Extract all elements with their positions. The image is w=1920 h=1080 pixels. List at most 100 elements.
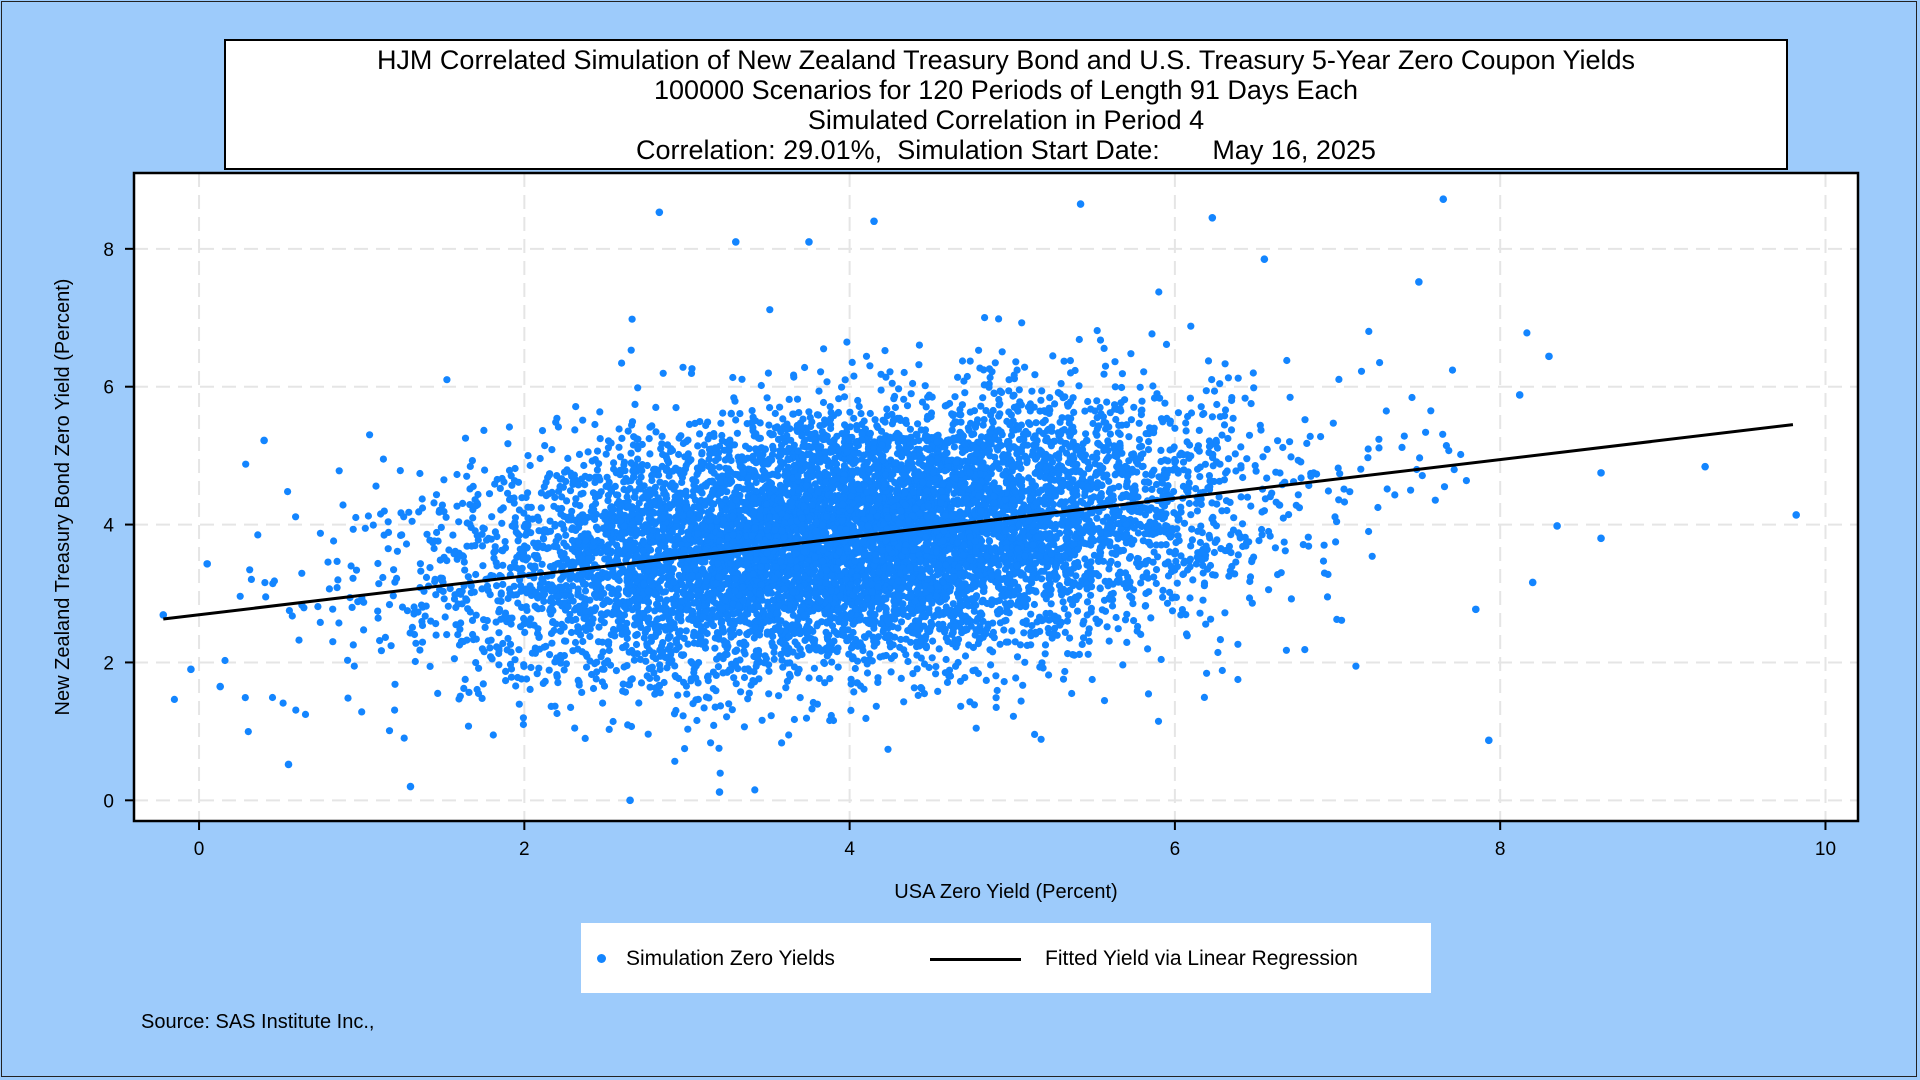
data-point xyxy=(665,472,673,480)
data-point xyxy=(578,688,586,697)
data-point xyxy=(329,638,337,646)
data-point xyxy=(535,664,543,672)
data-point xyxy=(504,489,512,497)
data-point xyxy=(545,666,553,674)
data-point xyxy=(551,520,559,529)
data-point xyxy=(1171,455,1179,464)
data-point xyxy=(685,420,694,428)
data-point xyxy=(1093,327,1101,335)
data-point xyxy=(1336,470,1344,478)
data-point xyxy=(1286,438,1294,446)
data-point xyxy=(1096,585,1104,593)
data-point xyxy=(593,658,601,666)
data-point xyxy=(1136,383,1144,391)
data-point xyxy=(1103,471,1111,479)
data-point xyxy=(1060,504,1068,512)
data-point xyxy=(376,637,384,645)
data-point xyxy=(897,635,905,644)
data-point xyxy=(732,680,740,688)
data-point xyxy=(680,678,688,687)
data-point xyxy=(644,598,653,606)
data-point xyxy=(279,699,287,707)
data-point xyxy=(728,706,736,714)
data-point xyxy=(732,416,740,424)
data-point xyxy=(815,387,823,395)
data-point xyxy=(1055,455,1063,463)
data-point xyxy=(1319,557,1328,565)
data-point xyxy=(1127,350,1135,358)
data-point xyxy=(826,403,834,411)
data-point xyxy=(593,447,602,455)
data-point xyxy=(1204,484,1212,492)
data-point xyxy=(669,467,677,475)
data-point xyxy=(987,411,995,419)
data-point xyxy=(988,416,996,425)
data-point xyxy=(918,685,926,693)
data-point xyxy=(645,435,653,443)
data-point xyxy=(390,566,398,574)
data-point xyxy=(693,470,701,479)
data-point xyxy=(1218,431,1226,439)
data-point xyxy=(1237,493,1245,501)
data-point xyxy=(408,623,416,632)
data-point xyxy=(467,582,475,590)
data-point xyxy=(475,664,483,672)
data-point xyxy=(479,680,487,688)
data-point xyxy=(1171,550,1179,558)
data-point xyxy=(1032,419,1040,427)
data-point xyxy=(1407,486,1415,494)
data-point xyxy=(991,453,999,461)
data-point xyxy=(1263,474,1271,482)
data-point xyxy=(1208,413,1216,421)
data-point xyxy=(581,587,590,595)
data-point xyxy=(426,662,434,671)
data-point xyxy=(700,704,708,712)
data-point xyxy=(384,518,392,526)
data-point xyxy=(909,379,917,388)
data-point xyxy=(854,396,862,405)
data-point xyxy=(914,420,922,428)
data-point xyxy=(820,345,828,353)
data-point xyxy=(810,664,819,672)
data-point xyxy=(438,501,446,509)
data-point xyxy=(693,716,701,725)
data-point xyxy=(982,676,990,685)
data-point xyxy=(1193,507,1201,515)
data-point xyxy=(445,546,453,554)
data-point xyxy=(1142,430,1150,438)
data-point xyxy=(755,450,763,458)
data-point xyxy=(502,667,510,676)
data-point xyxy=(1092,615,1100,623)
data-point xyxy=(961,389,969,397)
data-point xyxy=(646,683,654,691)
data-point xyxy=(1216,380,1224,388)
data-point xyxy=(967,419,975,427)
data-point xyxy=(773,615,782,624)
data-point xyxy=(400,513,408,521)
data-point xyxy=(581,734,589,743)
data-point xyxy=(711,644,719,652)
data-point xyxy=(709,685,717,693)
data-point xyxy=(1180,519,1189,527)
data-point xyxy=(834,644,842,652)
data-point xyxy=(561,468,569,476)
data-point xyxy=(1210,519,1218,527)
data-point xyxy=(246,566,254,574)
data-point xyxy=(738,375,746,383)
data-point xyxy=(624,721,632,729)
data-point xyxy=(1049,352,1057,360)
data-point xyxy=(555,534,563,542)
data-point xyxy=(581,481,589,489)
data-point xyxy=(820,658,828,667)
data-point xyxy=(1287,453,1295,461)
data-point xyxy=(372,482,380,490)
data-point xyxy=(671,542,679,550)
data-point xyxy=(652,403,660,411)
data-point xyxy=(548,446,556,454)
data-point xyxy=(1026,420,1034,428)
data-point xyxy=(1150,429,1158,437)
data-point xyxy=(517,582,525,590)
data-point xyxy=(464,722,473,730)
data-point xyxy=(1041,650,1049,658)
data-point xyxy=(643,492,652,500)
